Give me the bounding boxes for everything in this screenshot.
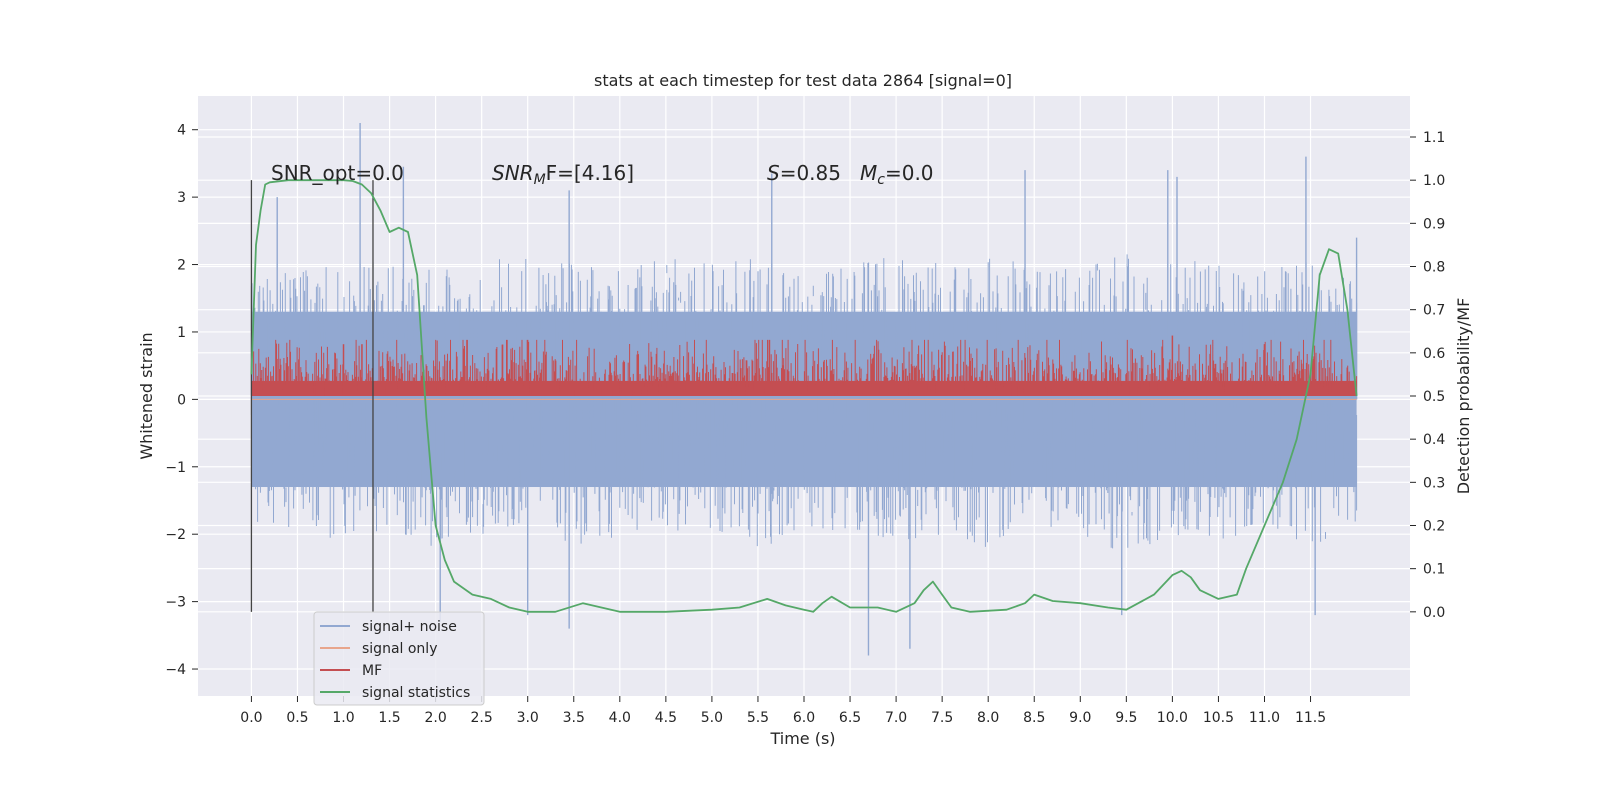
- x-tick-label: 11.0: [1249, 710, 1280, 726]
- mc-value: =0.0: [885, 161, 934, 185]
- chart-title: stats at each timestep for test data 286…: [594, 71, 1012, 90]
- y-right-tick-label: 0.3: [1423, 475, 1445, 491]
- y-left-tick-label: −2: [165, 527, 186, 543]
- x-tick-label: 6.0: [793, 710, 815, 726]
- y-right-tick-label: 1.0: [1423, 173, 1445, 189]
- x-tick-label: 5.5: [747, 710, 769, 726]
- y-axis-right-label: Detection probability/MF: [1454, 298, 1473, 495]
- series-signal-statistics: [250, 179, 1358, 613]
- x-tick-label: 7.5: [931, 710, 953, 726]
- snr-mf-sub: M: [534, 172, 546, 188]
- y-right-tick-label: 0.2: [1423, 518, 1445, 534]
- y-right-tick-label: 0.7: [1423, 303, 1445, 319]
- y-right-tick-label: 0.8: [1423, 260, 1445, 276]
- annotation-snr-opt: SNR_opt=0.0: [271, 161, 404, 185]
- y-right-tick-label: 0.0: [1423, 605, 1445, 621]
- y-axis-left-ticks: 4 3 2 1 0 −1 −2 −3 −4: [165, 123, 198, 678]
- x-tick-label: 8.0: [977, 710, 999, 726]
- x-axis-label: Time (s): [769, 729, 835, 748]
- legend: signal+ noise signal only MF signal stat…: [313, 611, 485, 706]
- x-tick-label: 2.5: [471, 710, 493, 726]
- y-left-tick-label: 1: [177, 325, 186, 341]
- y-left-tick-label: 0: [177, 392, 186, 408]
- x-tick-label: 3.0: [517, 710, 539, 726]
- y-left-tick-label: −4: [165, 662, 186, 678]
- x-tick-label: 5.0: [701, 710, 723, 726]
- x-tick-label: 1.5: [378, 710, 400, 726]
- y-left-tick-label: −3: [165, 595, 186, 611]
- x-tick-label: 2.0: [424, 710, 446, 726]
- annotation-s: S=0.85: [767, 161, 841, 185]
- x-axis-ticks: 0.0 0.5 1.0 1.5 2.0 2.5 3.0 3.5 4.0 4.5 5.0 5.5 6.0 6…: [240, 696, 1326, 726]
- y-right-tick-label: 0.5: [1423, 389, 1445, 405]
- y-left-tick-label: −1: [165, 460, 186, 476]
- s-value: =0.85: [780, 161, 841, 185]
- snr-mf-label: SNR: [492, 161, 534, 185]
- s-label: S: [767, 161, 780, 185]
- legend-box: [313, 611, 485, 706]
- y-left-tick-label: 4: [177, 123, 186, 139]
- y-left-tick-label: 3: [177, 190, 186, 206]
- y-right-tick-label: 0.9: [1423, 216, 1445, 232]
- x-tick-label: 6.5: [839, 710, 861, 726]
- x-tick-label: 9.0: [1069, 710, 1091, 726]
- x-tick-label: 3.5: [563, 710, 585, 726]
- snr-mf-value: F=[4.16]: [546, 161, 634, 185]
- y-right-tick-label: 0.6: [1423, 346, 1445, 362]
- x-tick-label: 4.0: [609, 710, 631, 726]
- y-right-tick-label: 1.1: [1423, 130, 1445, 146]
- y-axis-left-label: Whitened strain: [137, 332, 156, 459]
- y-right-tick-label: 0.1: [1423, 562, 1445, 578]
- x-tick-label: 0.5: [286, 710, 308, 726]
- legend-label-signal-statistics: signal statistics: [362, 685, 470, 701]
- x-tick-label: 10.0: [1157, 710, 1188, 726]
- mc-label: M: [860, 161, 877, 185]
- legend-label-mf: MF: [362, 663, 382, 679]
- mc-sub: c: [877, 172, 885, 188]
- y-right-tick-label: 0.4: [1423, 432, 1445, 448]
- x-tick-label: 8.5: [1023, 710, 1045, 726]
- legend-label-signal-only: signal only: [362, 641, 437, 657]
- x-tick-label: 9.5: [1115, 710, 1137, 726]
- annotation-snr-mf: SNRMF=[4.16]: [492, 161, 634, 188]
- x-tick-label: 4.5: [655, 710, 677, 726]
- x-tick-label: 1.0: [332, 710, 354, 726]
- event-markers: [250, 180, 374, 612]
- signal-statistics-line: [250, 179, 1358, 613]
- legend-label-signal-noise: signal+ noise: [362, 619, 457, 635]
- x-tick-label: 0.0: [240, 710, 262, 726]
- annotation-mc: Mc=0.0: [860, 161, 934, 188]
- y-axis-right-ticks: 1.1 1.0 0.9 0.8 0.7 0.6 0.5 0.4 0.3 0.2 0.1 0.0: [1410, 130, 1445, 621]
- x-tick-label: 10.5: [1203, 710, 1234, 726]
- x-tick-label: 7.0: [885, 710, 907, 726]
- y-left-tick-label: 2: [177, 258, 186, 274]
- x-tick-label: 11.5: [1295, 710, 1326, 726]
